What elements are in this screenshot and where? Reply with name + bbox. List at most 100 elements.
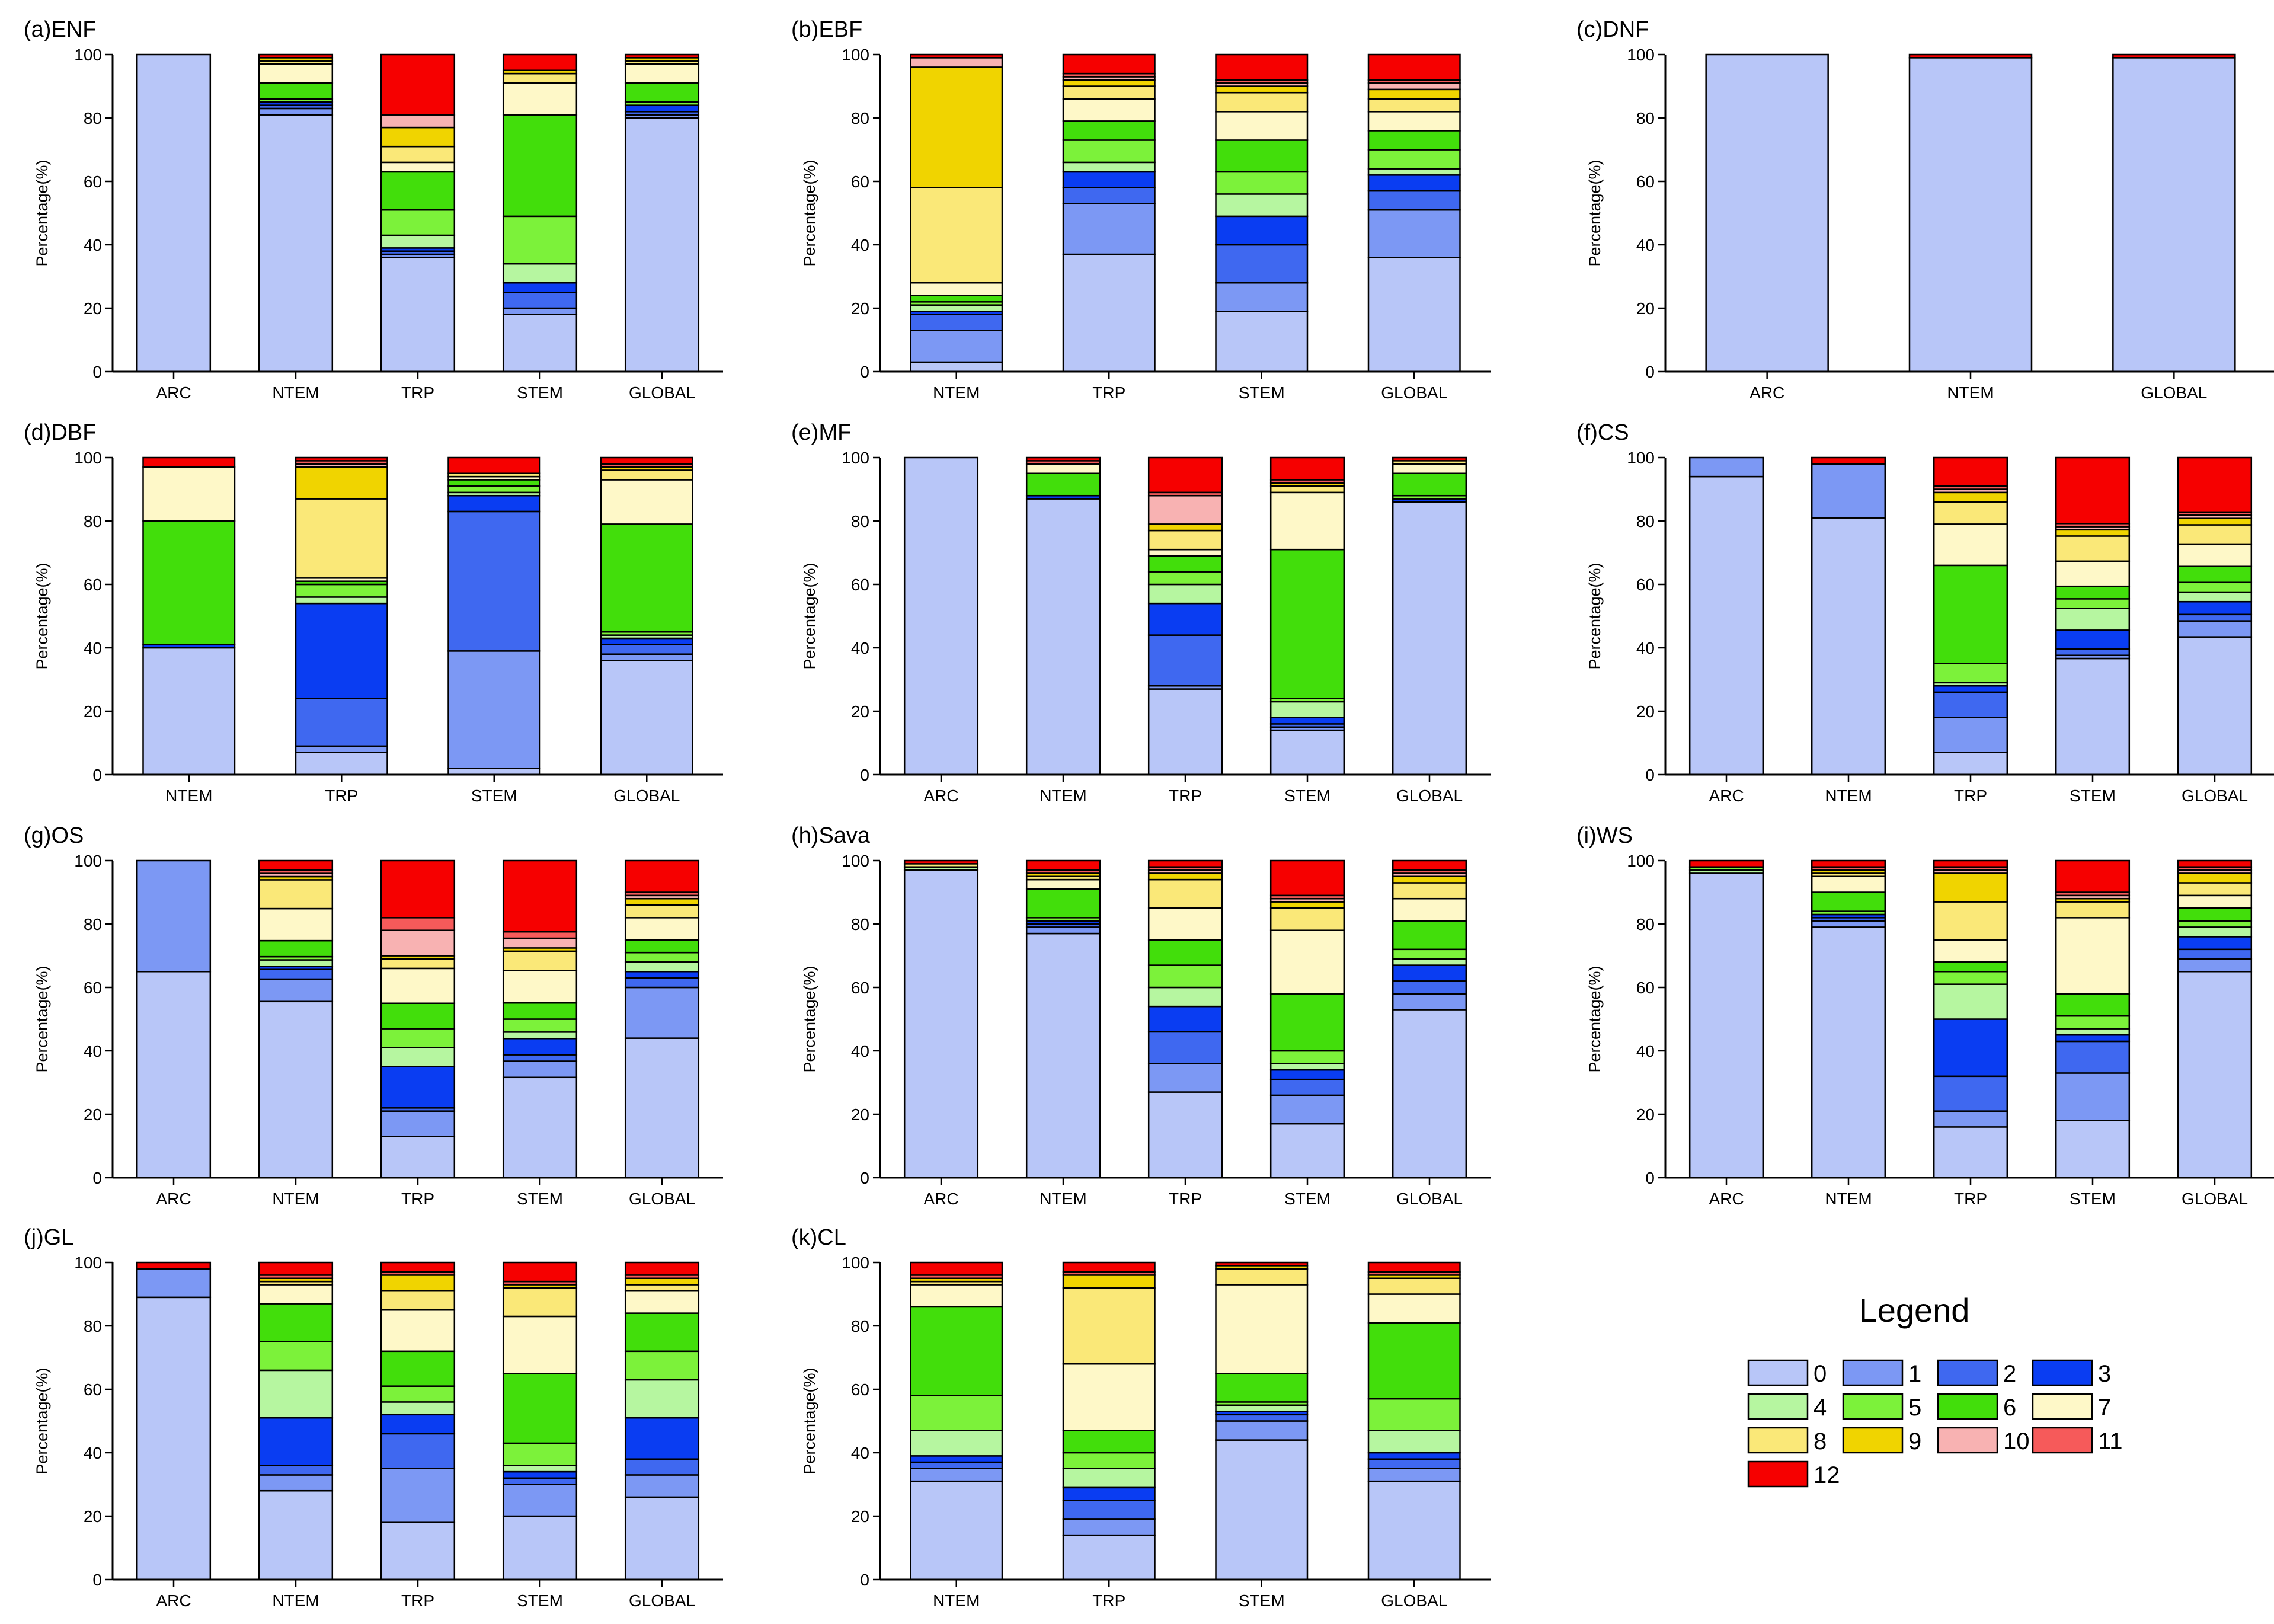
bar-segment-class-10 xyxy=(502,937,578,949)
panel-title: (j)GL xyxy=(24,1225,73,1250)
bar-segment-class-6 xyxy=(142,520,236,645)
bar-segment-class-0 xyxy=(295,752,388,776)
bar-segment-class-6 xyxy=(380,1350,456,1387)
y-tick-label: 60 xyxy=(84,1380,102,1399)
bar-segment-class-8 xyxy=(2177,524,2253,545)
bar-segment-class-4 xyxy=(380,1401,456,1416)
bar-segment-class-7 xyxy=(2177,894,2253,909)
x-tick-label: GLOBAL xyxy=(629,1190,695,1208)
bar-segment-class-12 xyxy=(380,53,456,116)
bar-segment-class-3 xyxy=(2177,600,2253,616)
y-axis-label: Percentage(%) xyxy=(1586,562,1604,669)
y-axis-label: Percentage(%) xyxy=(1586,966,1604,1072)
bar-segment-class-7 xyxy=(1025,463,1101,475)
bar-segment-class-0 xyxy=(380,257,456,373)
y-tick-label: 0 xyxy=(860,766,869,784)
bar-segment-class-7 xyxy=(380,161,456,173)
bar-segment-class-5 xyxy=(1062,139,1156,164)
bar-segment-class-12 xyxy=(1367,1261,1461,1273)
bar-segment-class-3 xyxy=(1367,1452,1461,1460)
bar-segment-class-1 xyxy=(1811,920,1886,928)
x-tick-label: GLOBAL xyxy=(1396,787,1463,805)
y-tick-label: 80 xyxy=(84,512,102,530)
legend-label: 7 xyxy=(2098,1395,2111,1421)
legend-label: 1 xyxy=(1908,1361,1921,1387)
bar-segment-class-12 xyxy=(1147,456,1223,494)
bar-segment-class-0 xyxy=(2055,1120,2131,1179)
legend-label: 6 xyxy=(2003,1395,2016,1421)
bar-segment-class-1 xyxy=(1269,1094,1345,1125)
x-tick-label: TRP xyxy=(1169,1190,1202,1208)
bar-segment-class-1 xyxy=(1933,717,2008,753)
bar-segment-class-1 xyxy=(1811,463,1886,519)
bar-segment-class-4 xyxy=(1215,1404,1309,1412)
bar-segment-class-7 xyxy=(1269,929,1345,995)
y-axis-label: Percentage(%) xyxy=(801,1367,818,1474)
bar-segment-class-0 xyxy=(1811,926,1886,1179)
bar-segment-class-6 xyxy=(1392,472,1467,497)
y-tick-label: 40 xyxy=(1636,639,1655,657)
y-tick-label: 80 xyxy=(1636,512,1655,530)
bar-segment-class-12 xyxy=(1933,859,2008,868)
bar-segment-class-1 xyxy=(136,1268,212,1299)
x-tick-label: GLOBAL xyxy=(2182,787,2248,805)
bar-segment-class-12 xyxy=(910,1261,1003,1276)
bar-segment-class-2 xyxy=(910,1461,1003,1470)
bar-segment-class-1 xyxy=(2177,958,2253,973)
bar-segment-class-7 xyxy=(142,466,236,522)
bar-segment-class-8 xyxy=(2055,901,2131,919)
y-tick-label: 100 xyxy=(74,1254,102,1272)
legend-swatch xyxy=(2032,1393,2093,1420)
bar-segment-class-6 xyxy=(258,82,334,100)
bar-segment-class-0 xyxy=(600,660,693,776)
bar-segment-class-6 xyxy=(258,939,334,958)
bar-segment-class-6 xyxy=(1025,472,1101,497)
bar-segment-class-12 xyxy=(1933,456,2008,487)
bar-segment-class-6 xyxy=(1215,139,1309,173)
bar-segment-class-4 xyxy=(1062,161,1156,173)
bar-segment-class-5 xyxy=(295,583,388,598)
legend-label: 4 xyxy=(1814,1395,1827,1421)
y-axis-label: Percentage(%) xyxy=(801,966,818,1072)
bar-segment-class-3 xyxy=(624,104,700,113)
y-tick-label: 20 xyxy=(851,299,869,318)
bar-segment-class-12 xyxy=(1688,859,1764,868)
bar-segment-class-8 xyxy=(1367,1277,1461,1295)
bar-segment-class-9 xyxy=(1215,85,1309,94)
bar-segment-class-2 xyxy=(1215,244,1309,284)
y-tick-label: 80 xyxy=(851,1317,869,1335)
y-tick-label: 40 xyxy=(84,236,102,254)
panel-title: (a)ENF xyxy=(24,17,96,42)
bar-segment-class-0 xyxy=(1392,1009,1467,1179)
bar-segment-class-12 xyxy=(142,456,236,468)
bar-segment-class-8 xyxy=(2055,535,2131,562)
bar-segment-class-6 xyxy=(380,171,456,211)
bar-segment-class-2 xyxy=(1062,187,1156,204)
bar-segment-class-7 xyxy=(910,282,1003,296)
bar-segment-class-7 xyxy=(2177,543,2253,567)
y-tick-label: 100 xyxy=(74,46,102,64)
legend-label: 3 xyxy=(2098,1361,2111,1387)
x-tick-label: ARC xyxy=(1709,787,1744,805)
bar-segment-class-12 xyxy=(258,1261,334,1276)
x-tick-label: STEM xyxy=(1239,1591,1285,1610)
bar-segment-class-6 xyxy=(1933,564,2008,665)
bar-segment-class-0 xyxy=(1933,1126,2008,1179)
bar-segment-class-9 xyxy=(2055,529,2131,537)
legend-label: 0 xyxy=(1814,1361,1827,1387)
y-tick-label: 80 xyxy=(851,915,869,934)
bar-segment-class-2 xyxy=(502,1477,578,1485)
x-tick-label: GLOBAL xyxy=(629,383,695,402)
bar-segment-class-2 xyxy=(624,1458,700,1476)
panel-title: (b)EBF xyxy=(791,17,862,42)
bar-segment-class-5 xyxy=(1392,948,1467,960)
bar-segment-class-12 xyxy=(2177,456,2253,513)
bar-segment-class-6 xyxy=(624,82,700,103)
bar-segment-class-0 xyxy=(1025,498,1101,776)
y-tick-label: 80 xyxy=(851,512,869,530)
bar-segment-class-4 xyxy=(910,1430,1003,1457)
bar-segment-class-10 xyxy=(380,929,456,957)
bar-segment-class-6 xyxy=(624,939,700,954)
y-tick-label: 80 xyxy=(84,109,102,127)
